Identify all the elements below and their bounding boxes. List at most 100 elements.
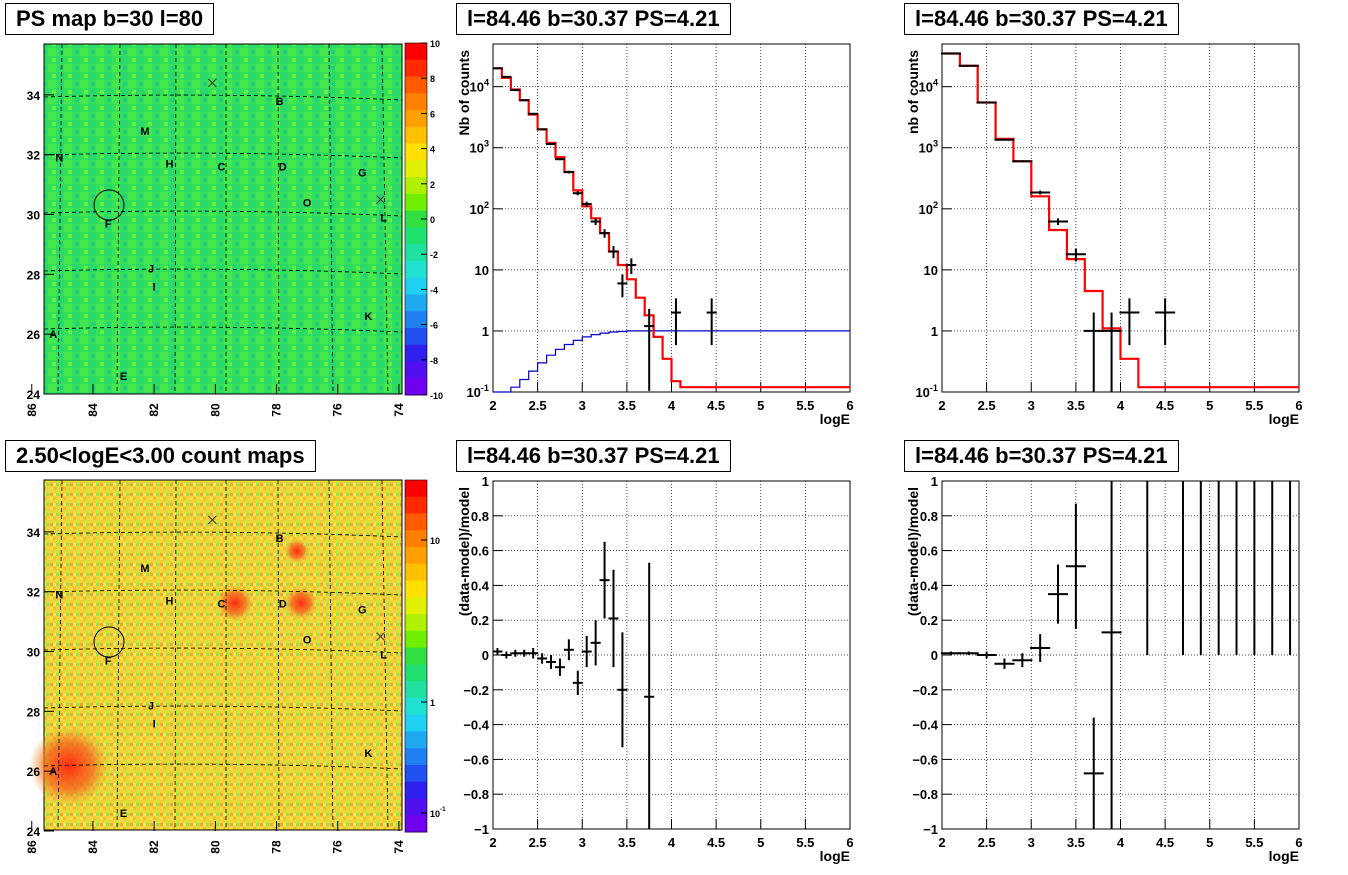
ps-map-area [43, 43, 403, 395]
colorbar-bin [405, 748, 427, 766]
x-tick-label: 5.5 [1245, 398, 1263, 413]
y-tick-label: 0.6 [920, 544, 938, 559]
count-map-graticule [43, 479, 403, 831]
colorbar-bin [405, 294, 427, 312]
y-tick-label: 103 [469, 139, 489, 156]
colorbar-bin [405, 798, 427, 816]
y-tick-label: −0.8 [463, 787, 489, 802]
y-axis-label: nb of counts [905, 50, 921, 134]
y-tick-label: −1 [474, 822, 489, 837]
count-map-hotspots [29, 539, 317, 806]
y-tick-label: 28 [27, 268, 41, 282]
source-label: L [380, 213, 387, 225]
x-tick-label: 5 [757, 398, 764, 413]
x-tick-label: 6 [846, 835, 853, 850]
colorbar-tick-label: -4 [430, 285, 438, 295]
x-axis: 2 2.5 3 3.5 4 4.5 5 5.5 6 [938, 382, 1303, 413]
y-axis: −1 −0.8 −0.6 −0.4 −0.2 0 0.2 0.4 0.6 0.8 1 [912, 474, 952, 837]
x-tick-label: 4 [1117, 398, 1125, 413]
colorbar-bin [405, 43, 427, 61]
source-label: J [148, 700, 154, 712]
colorbar-tick-label: 4 [430, 145, 435, 155]
x-tick-label: 5 [757, 835, 764, 850]
colorbar-bin [405, 160, 427, 178]
data-points [940, 52, 1176, 392]
y-tick-label: 1 [482, 324, 489, 339]
x-axis: 2 2.5 3 3.5 4 4.5 5 5.5 6 [489, 819, 854, 850]
colorbar-bin [405, 327, 427, 346]
x-tick-label: 2.5 [529, 835, 547, 850]
y-tick-label: 0.2 [920, 613, 938, 628]
target-circle [93, 626, 125, 658]
x-tick-label: 3.5 [618, 835, 636, 850]
colorbar-bin [405, 681, 427, 699]
grid [493, 481, 850, 829]
model-curve [493, 67, 850, 389]
x-tick-label: 4.5 [707, 835, 725, 850]
x-tick-label: 78 [270, 403, 284, 417]
x-tick-label: 76 [331, 403, 345, 417]
x-tick-label: 2 [489, 835, 496, 850]
colorbar-bin [405, 781, 427, 799]
y-tick-label: 0.8 [920, 509, 938, 524]
colorbar-bin [405, 227, 427, 245]
colorbar-bin [405, 630, 427, 649]
colorbar-bin [405, 244, 427, 262]
source-label: I [153, 718, 156, 730]
x-tick-label: 4.5 [1156, 398, 1174, 413]
y-tick-label: 32 [27, 149, 41, 163]
x-tick-label: 74 [392, 840, 406, 854]
y-tick-label: 26 [27, 765, 41, 779]
colorbar-frame [404, 479, 428, 833]
x-axis-label: logE [1269, 411, 1299, 427]
source-label: D [279, 599, 287, 611]
colorbar-tick-label: -6 [430, 321, 438, 331]
source-cross-marker [376, 632, 385, 641]
x-tick-label: 84 [86, 840, 100, 854]
ps-map-graticule [43, 43, 403, 395]
colorbar-bin [405, 76, 427, 94]
x-tick-label: 6 [1295, 835, 1302, 850]
y-tick-label: 0.6 [471, 544, 489, 559]
ps-map-title: PS map b=30 l=80 [5, 3, 215, 35]
x-tick-label: 80 [208, 403, 222, 417]
y-tick-label: 1 [931, 324, 938, 339]
colorbar-bin [405, 378, 427, 396]
x-tick-label: 3 [579, 835, 586, 850]
source-label: I [153, 281, 156, 293]
y-tick-label: 10-1 [466, 383, 489, 400]
source-label: M [140, 126, 149, 138]
x-tick-label: 86 [25, 403, 39, 417]
source-label: A [49, 766, 57, 778]
count-map-colorbar: 10 1 10-1 [404, 479, 446, 833]
colorbar-tick-label: -8 [430, 356, 438, 366]
colorbar-bin [405, 110, 427, 128]
colorbar-bin [405, 143, 427, 161]
colorbar-tick-label: 10-1 [430, 806, 446, 819]
source-label: J [148, 263, 154, 275]
x-axis: 2 2.5 3 3.5 4 4.5 5 5.5 6 [938, 819, 1303, 850]
residual-plot-1: 2 2.5 3 3.5 4 4.5 5 5.5 6 −1 −0.8 −0.6 −0.4 −0.2 0 0.2 0… [456, 474, 854, 864]
x-tick-label: 6 [1295, 398, 1302, 413]
x-tick-label: 5 [1206, 835, 1213, 850]
data-points [492, 541, 655, 829]
exposure-curve-path [493, 330, 850, 393]
colorbar-bin [405, 580, 427, 598]
model-curve-path [942, 52, 1299, 389]
residual-plot-2-title: l=84.46 b=30.37 PS=4.21 [904, 440, 1179, 472]
colorbar-bin [405, 126, 427, 145]
y-tick-label: 10 [475, 263, 489, 278]
y-axis-label: (data-model)/model [905, 487, 921, 616]
x-tick-label: 4 [668, 398, 676, 413]
y-tick-label: 102 [469, 200, 489, 217]
x-tick-label: 78 [270, 840, 284, 854]
colorbar-bin [405, 764, 427, 783]
colorbar-bin [405, 496, 427, 515]
colorbar-bin [405, 697, 427, 716]
source-label: F [105, 655, 112, 667]
y-axis: −1 −0.8 −0.6 −0.4 −0.2 0 0.2 0.4 0.6 0.8 1 [463, 474, 503, 837]
data-points [492, 67, 717, 391]
colorbar-bin [405, 513, 427, 531]
source-label: B [276, 533, 284, 545]
colorbar-bin [405, 731, 427, 749]
